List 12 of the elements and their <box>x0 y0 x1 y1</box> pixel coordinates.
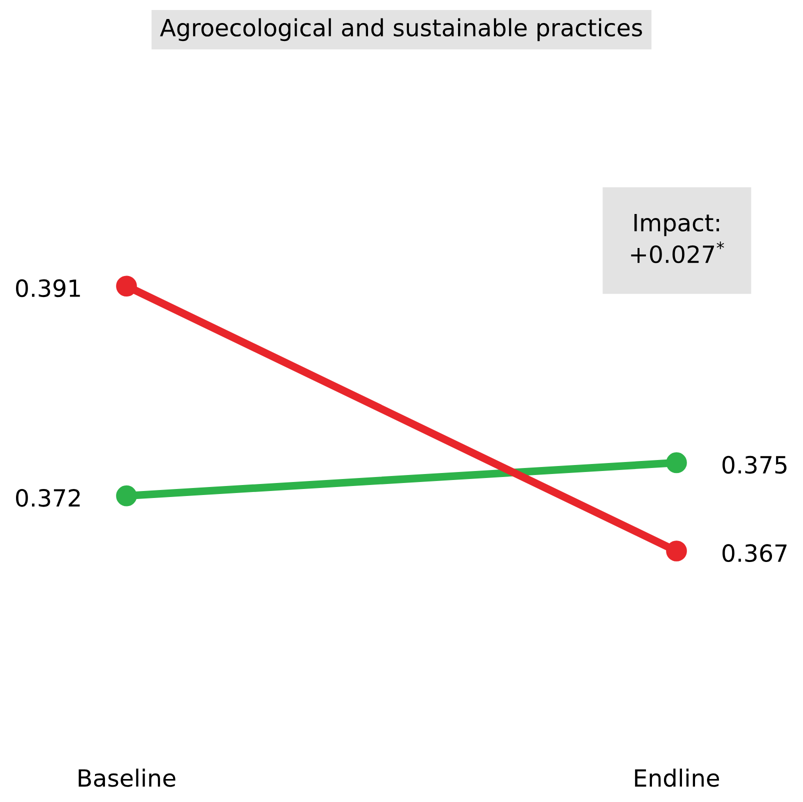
chart-title: Agroecological and sustainable practices <box>160 18 642 42</box>
data-label: 0.372 <box>16 488 80 507</box>
point <box>116 276 137 297</box>
x-tick-label: Baseline <box>78 768 176 787</box>
point <box>116 485 137 506</box>
data-label: 0.391 <box>16 279 80 298</box>
data-label: 0.375 <box>722 456 786 474</box>
data-label: 0.367 <box>722 544 787 562</box>
point <box>666 452 687 474</box>
point <box>666 540 687 562</box>
x-tick-label: Endline <box>635 768 719 787</box>
text: Impact: +0.027$^{*}$ <box>631 214 724 264</box>
